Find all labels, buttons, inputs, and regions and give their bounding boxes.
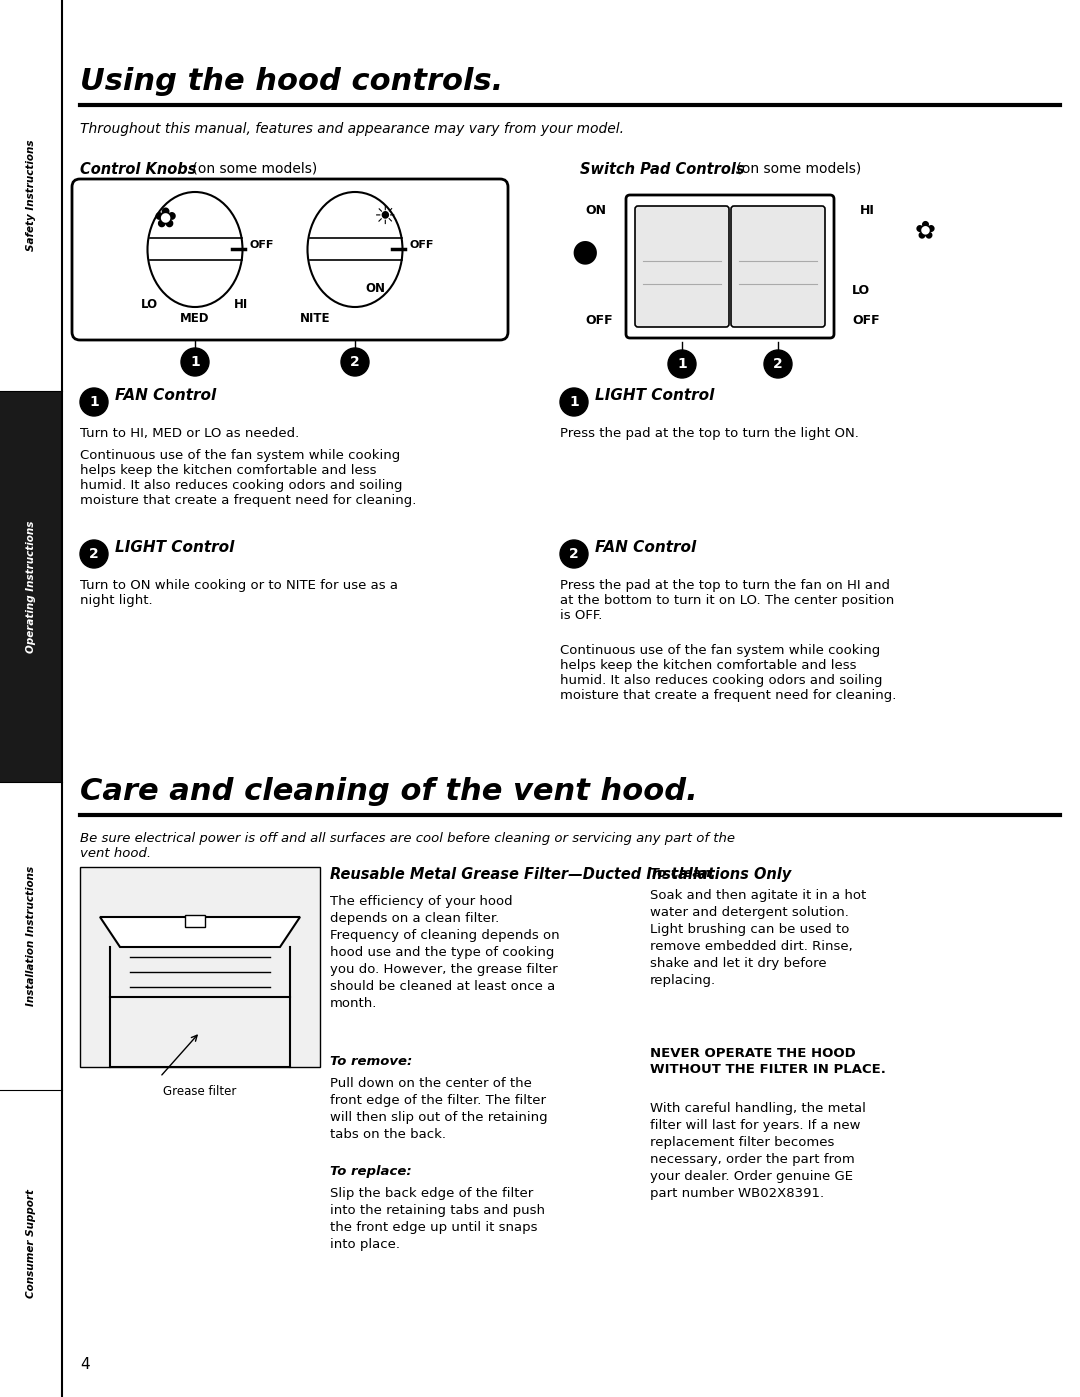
Text: FAN Control: FAN Control — [595, 541, 697, 556]
Text: OFF: OFF — [585, 314, 612, 327]
Text: OFF: OFF — [852, 314, 879, 327]
Text: LO: LO — [852, 284, 870, 298]
Text: 4: 4 — [80, 1356, 90, 1372]
Text: Control Knobs: Control Knobs — [80, 162, 197, 177]
Polygon shape — [100, 916, 300, 947]
Text: Continuous use of the fan system while cooking
helps keep the kitchen comfortabl: Continuous use of the fan system while c… — [80, 448, 417, 507]
Bar — [0, 0, 62, 391]
Text: LO: LO — [140, 298, 158, 310]
Text: Using the hood controls.: Using the hood controls. — [80, 67, 503, 96]
Text: 2: 2 — [569, 548, 579, 562]
Ellipse shape — [308, 191, 403, 307]
Text: To replace:: To replace: — [330, 1165, 411, 1178]
Text: Installation Instructions: Installation Instructions — [26, 866, 36, 1006]
Text: ✿: ✿ — [915, 219, 935, 243]
Text: Turn to ON while cooking or to NITE for use as a
night light.: Turn to ON while cooking or to NITE for … — [80, 578, 399, 608]
Text: To clean:: To clean: — [650, 868, 716, 880]
Text: LIGHT Control: LIGHT Control — [595, 388, 714, 404]
Text: Continuous use of the fan system while cooking
helps keep the kitchen comfortabl: Continuous use of the fan system while c… — [561, 644, 896, 703]
Text: (on some models): (on some models) — [188, 162, 318, 176]
Text: ✿: ✿ — [153, 205, 177, 233]
Text: (on some models): (on some models) — [732, 162, 861, 176]
Bar — [0, 782, 62, 1090]
Circle shape — [669, 351, 696, 379]
Text: Press the pad at the top to turn the fan on HI and
at the bottom to turn it on L: Press the pad at the top to turn the fan… — [561, 578, 894, 622]
Circle shape — [561, 388, 588, 416]
Text: MED: MED — [180, 312, 210, 324]
Circle shape — [80, 541, 108, 569]
FancyBboxPatch shape — [72, 179, 508, 339]
Circle shape — [561, 541, 588, 569]
Text: ●: ● — [571, 237, 598, 265]
Text: Safety Instructions: Safety Instructions — [26, 140, 36, 251]
Text: Grease filter: Grease filter — [163, 1085, 237, 1098]
FancyBboxPatch shape — [626, 196, 834, 338]
Text: Pull down on the center of the
front edge of the filter. The filter
will then sl: Pull down on the center of the front edg… — [330, 1077, 548, 1141]
Text: The efficiency of your hood
depends on a clean filter.
Frequency of cleaning dep: The efficiency of your hood depends on a… — [330, 895, 559, 1010]
Text: FAN Control: FAN Control — [114, 388, 216, 404]
Text: With careful handling, the metal
filter will last for years. If a new
replacemen: With careful handling, the metal filter … — [650, 1102, 866, 1200]
Circle shape — [181, 348, 210, 376]
Text: ON: ON — [365, 282, 384, 296]
Text: To remove:: To remove: — [330, 1055, 413, 1067]
Text: 1: 1 — [190, 355, 200, 369]
Bar — [0, 1090, 62, 1397]
Circle shape — [764, 351, 792, 379]
Text: 2: 2 — [90, 548, 99, 562]
Text: 1: 1 — [677, 358, 687, 372]
Text: Turn to HI, MED or LO as needed.: Turn to HI, MED or LO as needed. — [80, 427, 299, 440]
Text: Press the pad at the top to turn the light ON.: Press the pad at the top to turn the lig… — [561, 427, 859, 440]
Text: Soak and then agitate it in a hot
water and detergent solution.
Light brushing c: Soak and then agitate it in a hot water … — [650, 888, 866, 988]
Bar — [80, 868, 320, 1067]
Text: Switch Pad Controls: Switch Pad Controls — [580, 162, 744, 177]
Text: Care and cleaning of the vent hood.: Care and cleaning of the vent hood. — [80, 777, 698, 806]
Text: Consumer Support: Consumer Support — [26, 1189, 36, 1298]
FancyBboxPatch shape — [731, 205, 825, 327]
Text: NEVER OPERATE THE HOOD
WITHOUT THE FILTER IN PLACE.: NEVER OPERATE THE HOOD WITHOUT THE FILTE… — [650, 1046, 886, 1076]
Text: OFF: OFF — [249, 240, 274, 250]
Bar — [0, 391, 62, 782]
Text: NITE: NITE — [300, 312, 330, 324]
Circle shape — [341, 348, 369, 376]
Text: 1: 1 — [90, 395, 99, 409]
Text: LIGHT Control: LIGHT Control — [114, 541, 234, 556]
Text: HI: HI — [860, 204, 875, 217]
Bar — [185, 915, 205, 928]
Text: 1: 1 — [569, 395, 579, 409]
Text: Operating Instructions: Operating Instructions — [26, 521, 36, 652]
Ellipse shape — [148, 191, 243, 307]
Text: Slip the back edge of the filter
into the retaining tabs and push
the front edge: Slip the back edge of the filter into th… — [330, 1187, 545, 1250]
Text: Reusable Metal Grease Filter—Ducted Installations Only: Reusable Metal Grease Filter—Ducted Inst… — [330, 868, 792, 882]
Text: ON: ON — [585, 204, 606, 217]
Text: HI: HI — [234, 298, 248, 310]
Text: OFF: OFF — [410, 240, 434, 250]
Text: 2: 2 — [350, 355, 360, 369]
Text: Be sure electrical power is off and all surfaces are cool before cleaning or ser: Be sure electrical power is off and all … — [80, 833, 735, 861]
Circle shape — [80, 388, 108, 416]
Text: 2: 2 — [773, 358, 783, 372]
Text: Throughout this manual, features and appearance may vary from your model.: Throughout this manual, features and app… — [80, 122, 624, 136]
FancyBboxPatch shape — [635, 205, 729, 327]
Text: ☀: ☀ — [374, 205, 396, 229]
